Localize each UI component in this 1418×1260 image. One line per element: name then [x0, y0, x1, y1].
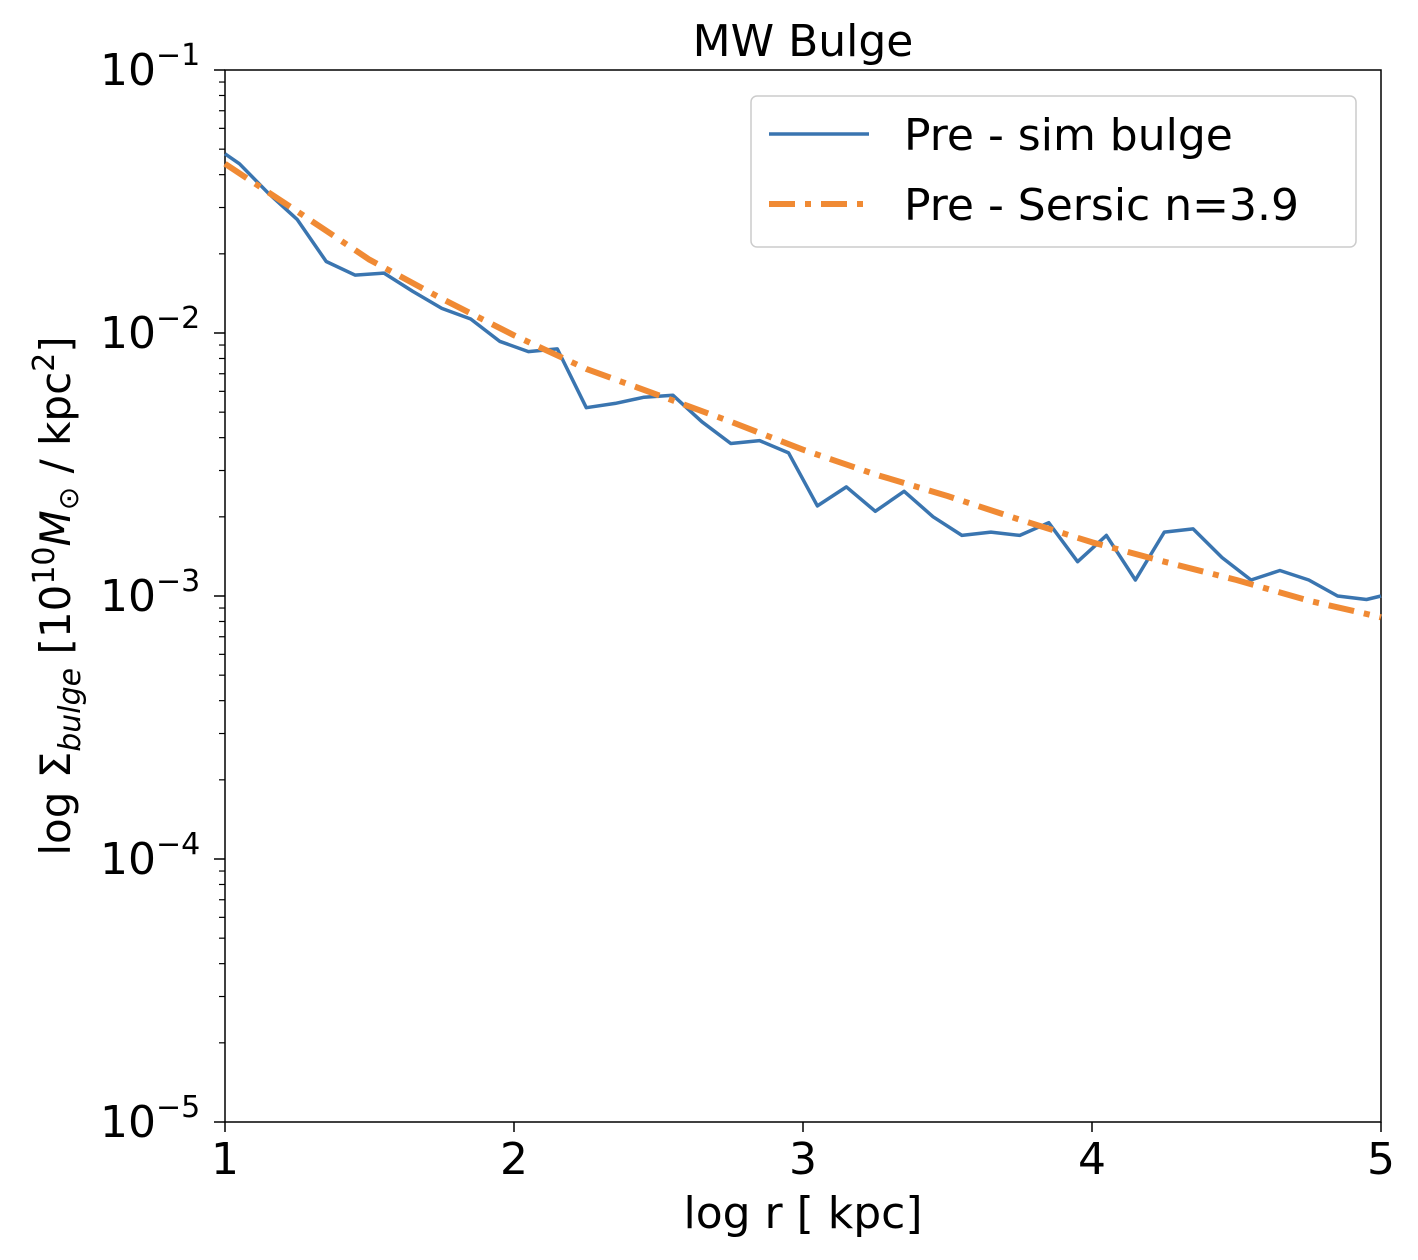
y-tick-base: 10: [100, 45, 156, 96]
y-tick-label: 10−1: [100, 38, 200, 96]
y-tick-base: 10: [100, 308, 156, 359]
legend-label-1: Pre - sim bulge: [904, 110, 1233, 161]
legend: Pre - sim bulge Pre - Sersic n=3.9: [750, 95, 1357, 248]
y-tick-base: 10: [100, 1097, 156, 1148]
y-label-sun-symbol: ⊙: [52, 487, 85, 510]
y-tick-base: 10: [100, 571, 156, 622]
y-tick-exponent: −5: [156, 1090, 200, 1125]
y-axis-ticks: 10−110−210−310−410−5: [100, 38, 225, 1148]
y-label-mid: [10: [31, 585, 80, 668]
series-line-2: [223, 161, 1382, 621]
x-tick-label: 4: [1078, 1134, 1106, 1185]
chart-title: MW Bulge: [693, 16, 914, 67]
y-axis-label: log Σbulge [1010M⊙ / kpc2]: [27, 336, 88, 855]
x-axis-ticks: 1 2 3 4 5: [211, 1122, 1395, 1185]
y-tick-exponent: −2: [156, 301, 200, 336]
y-tick-label: 10−2: [100, 301, 200, 359]
legend-box: [750, 95, 1357, 248]
y-tick-label: 10−3: [100, 564, 200, 622]
y-tick-label: 10−5: [100, 1090, 200, 1148]
y-label-unit-superscript: 2: [27, 353, 62, 372]
y-label-mass-symbol: M: [31, 510, 80, 546]
legend-label-2: Pre - Sersic n=3.9: [904, 180, 1299, 231]
y-tick-base: 10: [100, 834, 156, 885]
y-label-superscript: 10: [27, 546, 62, 584]
x-tick-label: 1: [211, 1134, 239, 1185]
y-label-prefix: log Σ: [31, 752, 80, 856]
x-tick-label: 5: [1367, 1134, 1395, 1185]
series-line-1: [224, 152, 1382, 602]
y-label-subscript: bulge: [53, 668, 88, 752]
series-layer: [223, 152, 1382, 621]
y-label-close: ]: [31, 336, 80, 352]
x-axis-label: log r [ kpc]: [683, 1188, 922, 1239]
y-tick-exponent: −1: [156, 38, 200, 73]
y-label-unit: / kpc: [31, 372, 80, 487]
y-tick-exponent: −3: [156, 564, 200, 599]
y-tick-label: 10−4: [100, 827, 200, 885]
y-tick-exponent: −4: [156, 827, 200, 862]
x-tick-label: 2: [500, 1134, 528, 1185]
x-tick-label: 3: [789, 1134, 817, 1185]
